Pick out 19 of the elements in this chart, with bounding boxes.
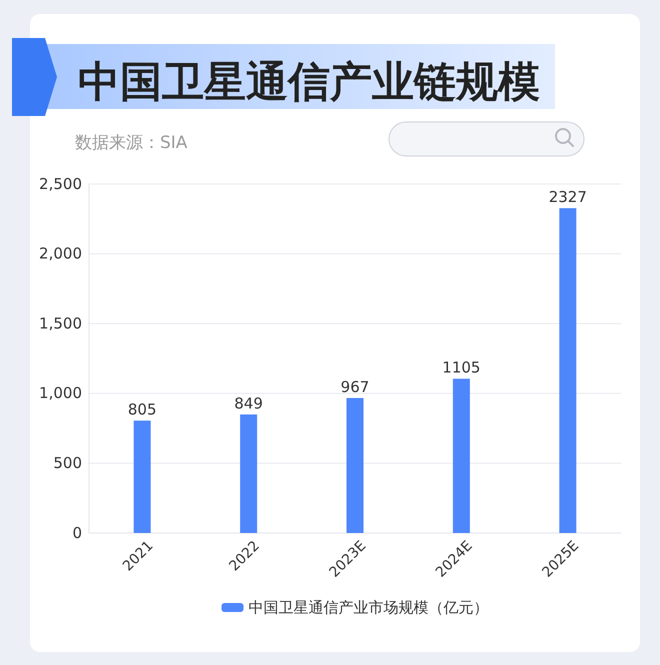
data-label: 2327: [548, 188, 587, 206]
data-label: 967: [340, 378, 370, 396]
y-tick-label: 1,500: [39, 314, 82, 332]
y-tick-label: 1,000: [39, 384, 82, 402]
bar: [346, 398, 364, 533]
source-note: 数据来源：SIA: [75, 133, 188, 153]
data-label: 1105: [442, 358, 480, 377]
bar: [240, 414, 258, 533]
bar: [559, 208, 576, 533]
y-tick-label: 2,500: [39, 174, 82, 193]
data-label: 849: [234, 394, 263, 412]
y-tick-label: 500: [53, 454, 82, 472]
y-tick-label: 2,000: [39, 244, 82, 263]
chart-title: 中国卫星通信产业链规模: [78, 57, 540, 106]
bar: [452, 378, 470, 533]
legend-label: 中国卫星通信产业市场规模（亿元）: [248, 598, 488, 616]
y-tick-label: 0: [72, 524, 82, 542]
bar: [134, 420, 151, 533]
data-label: 805: [128, 400, 157, 419]
